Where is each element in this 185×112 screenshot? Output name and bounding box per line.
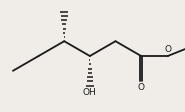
Text: O: O (164, 45, 171, 54)
Text: O: O (138, 83, 145, 92)
Text: OH: OH (83, 88, 97, 97)
